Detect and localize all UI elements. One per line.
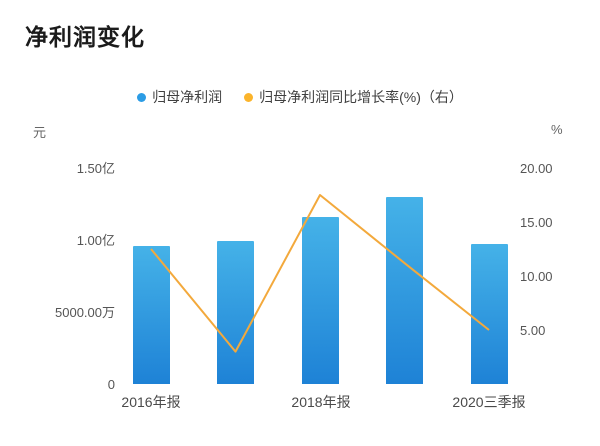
legend-label-growth-rate: 归母净利润同比增长率(%)（右） xyxy=(259,89,463,105)
growth-line-layer xyxy=(150,194,490,353)
plot-area[interactable] xyxy=(130,168,510,384)
left-axis-tick: 1.00亿 xyxy=(76,233,115,248)
legend-item-growth-rate[interactable]: 归母净利润同比增长率(%)（右） xyxy=(244,87,463,107)
bar[interactable] xyxy=(470,244,508,384)
growth-line[interactable] xyxy=(150,194,490,353)
x-axis-tick: 2018年报 xyxy=(291,394,351,410)
right-axis-tick: 5.00 xyxy=(520,323,546,338)
right-axis-tick: 20.00 xyxy=(520,161,553,176)
legend-label-net-profit: 归母净利润 xyxy=(152,89,223,105)
legend-dot-line-icon xyxy=(244,92,254,102)
left-axis-tick: 5000.00万 xyxy=(55,305,115,320)
legend-dot-bar-icon xyxy=(137,92,147,102)
bar[interactable] xyxy=(132,245,170,384)
x-axis-tick: 2020三季报 xyxy=(452,394,526,410)
left-axis-tick: 0 xyxy=(107,377,115,392)
right-axis-unit: % xyxy=(551,122,563,137)
right-axis-tick: 10.00 xyxy=(520,269,553,284)
chart-legend: 归母净利润 归母净利润同比增长率(%)（右） xyxy=(0,87,600,107)
x-axis-tick: 2016年报 xyxy=(121,394,181,410)
legend-item-net-profit[interactable]: 归母净利润 xyxy=(137,87,222,107)
bar[interactable] xyxy=(301,216,339,384)
chart-title: 净利润变化 xyxy=(25,24,145,50)
right-axis-tick: 15.00 xyxy=(520,215,553,230)
left-axis-unit: 元 xyxy=(33,125,47,140)
bar[interactable] xyxy=(217,241,254,384)
bar[interactable] xyxy=(386,196,423,384)
left-axis-tick: 1.50亿 xyxy=(76,161,115,176)
